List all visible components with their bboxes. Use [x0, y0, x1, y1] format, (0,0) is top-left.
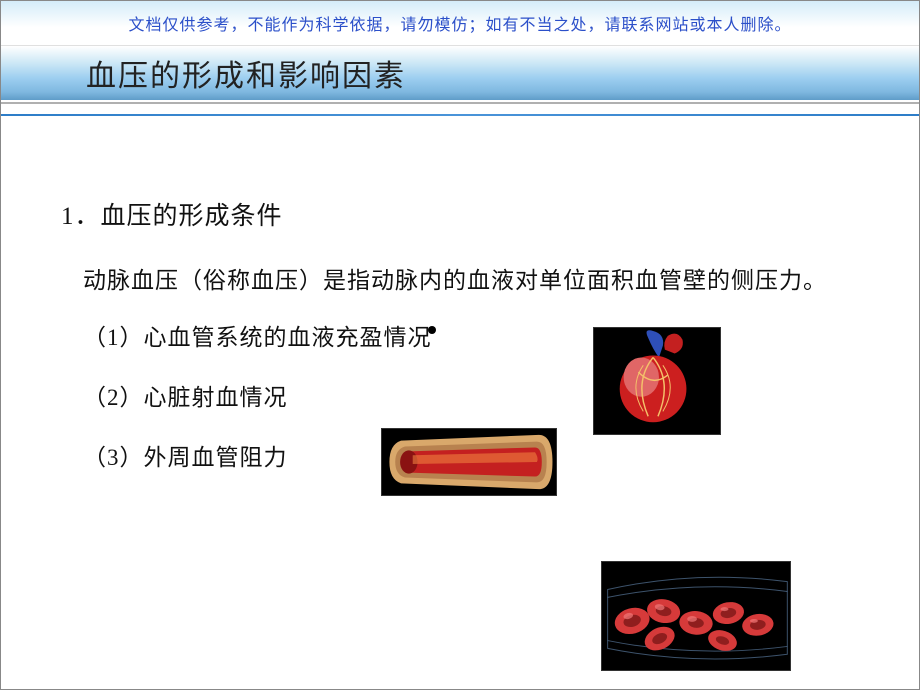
- heart-svg-icon: [594, 328, 720, 434]
- page-title: 血压的形成和影响因素: [86, 51, 406, 95]
- divider-grey: [1, 102, 919, 104]
- disclaimer-text: 文档仅供参考，不能作为科学依据，请勿模仿；如有不当之处，请联系网站或本人删除。: [128, 11, 791, 35]
- red-blood-cells-image: [601, 561, 791, 671]
- heart-anatomy-image: [593, 327, 721, 435]
- title-band: 血压的形成和影响因素: [1, 45, 919, 100]
- definition-paragraph: 动脉血压（俗称血压）是指动脉内的血液对单位面积血管壁的侧压力。: [83, 262, 859, 300]
- section-heading: 1．血压的形成条件: [61, 196, 859, 232]
- list-item: （1）心血管系统的血液充盈情况: [83, 318, 859, 352]
- disclaimer-band: 文档仅供参考，不能作为科学依据，请勿模仿；如有不当之处，请联系网站或本人删除。: [1, 1, 919, 45]
- vessel-svg-icon: [382, 429, 556, 495]
- slide-page: 文档仅供参考，不能作为科学依据，请勿模仿；如有不当之处，请联系网站或本人删除。 …: [0, 0, 920, 690]
- center-dot-icon: [428, 326, 436, 334]
- cells-svg-icon: [602, 562, 790, 670]
- blood-vessel-crosssection-image: [381, 428, 557, 496]
- content-area: 1．血压的形成条件 动脉血压（俗称血压）是指动脉内的血液对单位面积血管壁的侧压力…: [1, 116, 919, 472]
- list-item: （2）心脏射血情况: [83, 378, 859, 412]
